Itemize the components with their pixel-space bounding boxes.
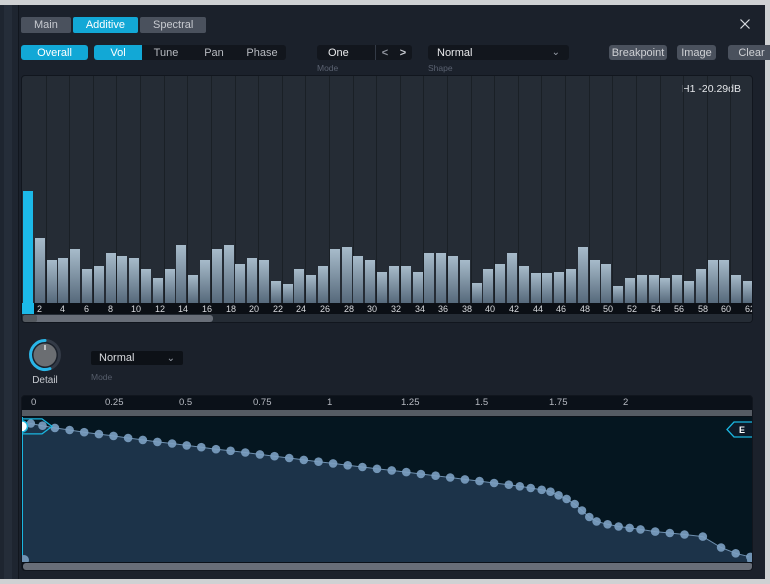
- svg-text:E: E: [739, 425, 745, 435]
